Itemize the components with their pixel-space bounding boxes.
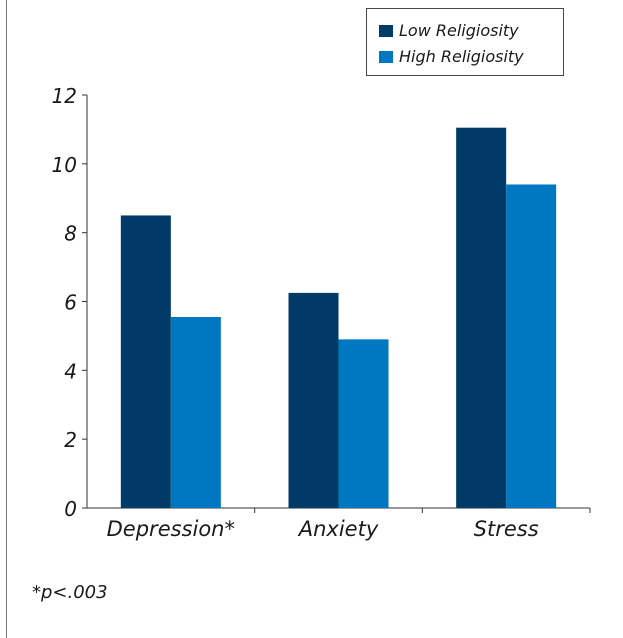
bar-low-religiosity — [288, 292, 339, 508]
legend-item-high: High Religiosity — [379, 47, 524, 66]
y-tick-label: 0 — [64, 497, 77, 521]
y-tick-label: 8 — [64, 222, 77, 246]
legend-item-low: Low Religiosity — [379, 21, 519, 40]
legend-label-high: High Religiosity — [399, 47, 524, 66]
y-tick-label: 4 — [64, 359, 77, 383]
y-tick-label: 6 — [64, 291, 77, 315]
footnote: *p<.003 — [32, 582, 108, 603]
bar-low-religiosity — [456, 127, 507, 508]
legend: Low Religiosity High Religiosity — [366, 8, 564, 76]
bar-high-religiosity — [338, 339, 389, 508]
x-category-label: Depression* — [107, 517, 235, 541]
legend-label-low: Low Religiosity — [399, 21, 519, 40]
y-tick-label: 12 — [52, 84, 77, 108]
bars — [120, 127, 557, 509]
left-border-line — [6, 0, 7, 638]
y-tick-label: 2 — [64, 428, 77, 452]
legend-swatch-high — [379, 50, 393, 63]
bar-high-religiosity — [506, 184, 557, 508]
bar-low-religiosity — [120, 215, 171, 509]
tick-labels: 0 2 4 6 8 10 12 Depression* Anxiety Stress — [52, 84, 539, 541]
x-category-label: Anxiety — [297, 517, 379, 541]
bar-high-religiosity — [170, 316, 221, 508]
x-category-label: Stress — [474, 517, 539, 541]
y-tick-label: 10 — [52, 153, 77, 177]
legend-swatch-low — [379, 24, 393, 37]
